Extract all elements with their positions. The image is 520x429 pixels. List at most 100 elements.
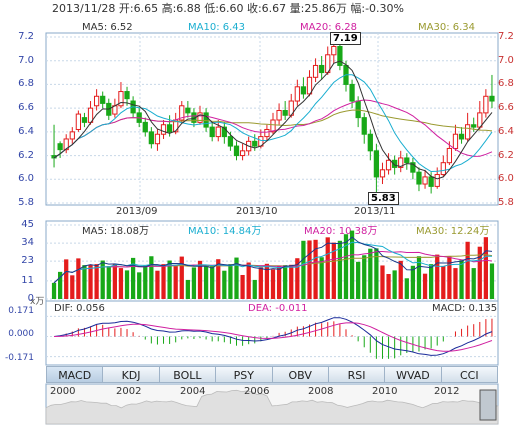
volume-bar [459,260,463,299]
timeline-year: 2012 [434,386,459,397]
volume-bar [107,266,111,299]
volume-bar [155,271,159,299]
candle-body [453,134,457,148]
volume-bar [277,266,281,299]
volume-bar [466,242,470,299]
candle-body [459,134,463,139]
volume-bar [472,268,476,299]
volume-bar [374,248,378,299]
candle-body [472,125,476,127]
candle-body [338,46,342,65]
volume-bar [186,280,190,299]
high-price-callout: 7.19 [330,32,361,45]
volume-bar [405,278,409,299]
tab-boll[interactable]: BOLL [160,366,216,383]
low-price-callout: 5.83 [368,192,399,205]
candle-body [265,129,269,136]
volume-bar [180,257,184,299]
volume-bar [240,275,244,299]
volume-bar [307,240,311,299]
candle-body [490,96,494,101]
timeline-year: 2000 [50,386,75,397]
candle-body [423,177,427,184]
volume-bar [143,266,147,299]
volume-bar [192,267,196,299]
volume-bar [435,255,439,299]
volume-bar [94,264,98,299]
volume-bar [247,262,251,299]
timeline-year: 2006 [244,386,269,397]
tab-macd[interactable]: MACD [46,366,103,383]
volume-bar [362,255,366,299]
candle-body [58,144,62,150]
volume-bar [393,270,397,299]
candle-body [149,132,153,144]
candle-body [466,125,470,139]
candle-body [405,158,409,163]
timeline-year: 2004 [180,386,205,397]
candle-body [362,118,366,135]
candle-body [94,96,98,105]
candle-body [356,101,360,118]
candle-body [313,65,317,77]
tab-obv[interactable]: OBV [273,366,329,383]
volume-bar [453,268,457,299]
candle-body [76,114,80,129]
volume-bar [301,241,305,299]
volume-bar [350,231,354,299]
volume-bar [113,264,117,299]
volume-bar [289,265,293,299]
volume-bar [82,265,86,299]
candle-body [295,87,299,101]
tab-kdj[interactable]: KDJ [103,366,159,383]
candle-body [283,111,287,116]
tab-psy[interactable]: PSY [216,366,272,383]
volume-bar [423,274,427,299]
volume-bar [119,268,123,299]
volume-bar [161,264,165,299]
candle-body [277,111,281,120]
candle-body [204,113,208,127]
candle-body [125,92,129,99]
volume-bar [210,266,214,299]
candle-body [82,118,86,123]
volume-bar [259,267,263,299]
volume-bar [52,283,56,299]
tab-wvad[interactable]: WVAD [385,366,441,383]
volume-bar [368,249,372,299]
candle-body [374,151,378,177]
volume-bar [64,259,68,299]
volume-bar [88,265,92,299]
timeline-year: 2010 [372,386,397,397]
candle-body [447,148,451,162]
timeline-year: 2008 [308,386,333,397]
indicator-tabs: MACD KDJ BOLL PSY OBV RSI WVAD CCI [46,366,498,383]
candle-body [228,137,232,146]
candle-body [167,125,171,132]
volume-bar [137,272,141,299]
candle-body [253,141,257,146]
candle-body [155,134,159,143]
candle-body [417,172,421,184]
volume-bar [101,261,105,299]
candle-body [240,151,244,156]
candle-body [368,134,372,151]
candle-body [234,146,238,155]
volume-bar [326,237,330,299]
candle-body [210,127,214,136]
candle-body [307,77,311,94]
volume-bar [411,266,415,299]
volume-bar [386,274,390,299]
volume-bar [380,265,384,299]
candle-body [320,65,324,72]
tab-cci[interactable]: CCI [442,366,498,383]
volume-bar [271,269,275,299]
candle-body [435,175,439,187]
timeline-year: 2002 [116,386,141,397]
tab-rsi[interactable]: RSI [329,366,385,383]
volume-bar [441,266,445,299]
volume-bar [70,275,74,299]
volume-bar [356,262,360,299]
candle-body [216,127,220,136]
